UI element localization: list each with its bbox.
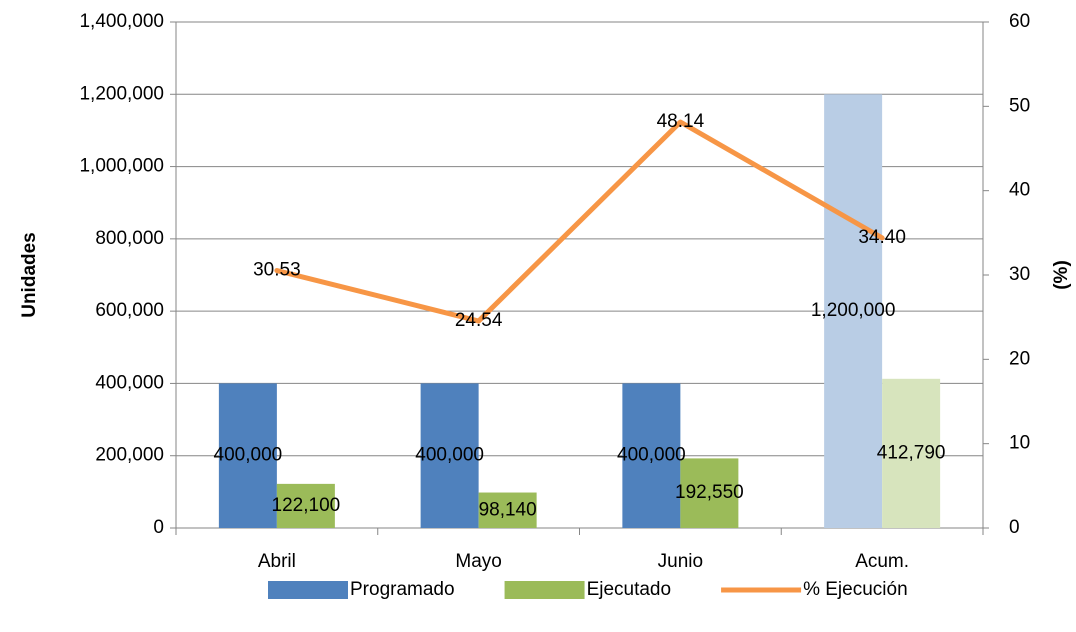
bar — [824, 94, 883, 529]
line-value-label: 48.14 — [657, 111, 705, 132]
y-tick-label: 1,200,000 — [79, 83, 164, 104]
y2-axis-label: (%) — [1051, 260, 1072, 290]
x-tick-label: Mayo — [455, 551, 501, 572]
legend-swatch — [268, 581, 348, 599]
bar-value-label: 1,200,000 — [811, 300, 896, 321]
y2-tick-label: 20 — [1009, 348, 1030, 369]
y-tick-label: 1,000,000 — [79, 156, 164, 177]
y-tick-label: 0 — [153, 517, 164, 538]
y-tick-label: 200,000 — [95, 445, 164, 466]
y-tick-label: 600,000 — [95, 300, 164, 321]
line-value-label: 30.53 — [253, 260, 301, 281]
y2-tick-label: 30 — [1009, 264, 1030, 285]
y-axis-label: Unidades — [19, 232, 40, 318]
bar — [882, 378, 941, 528]
y2-tick-label: 50 — [1009, 95, 1030, 116]
bar — [622, 383, 681, 528]
y2-tick-label: 0 — [1009, 517, 1020, 538]
bar-value-label: 122,100 — [272, 495, 341, 516]
x-tick-label: Acum. — [855, 551, 909, 572]
bar — [276, 483, 335, 528]
y2-tick-label: 40 — [1009, 180, 1030, 201]
legend-label: Programado — [350, 579, 455, 600]
bar-value-label: 400,000 — [214, 445, 283, 466]
y2-tick-label: 60 — [1009, 11, 1030, 32]
line — [274, 119, 885, 324]
line-value-label: 24.54 — [455, 310, 503, 331]
y-tick-label: 800,000 — [95, 228, 164, 249]
bar — [680, 458, 739, 528]
bar — [218, 383, 277, 528]
bar-value-label: 412,790 — [877, 442, 946, 463]
x-tick-label: Abril — [258, 551, 296, 572]
line-value-label: 34.40 — [858, 227, 906, 248]
y2-tick-label: 10 — [1009, 433, 1030, 454]
y-tick-label: 1,400,000 — [79, 11, 164, 32]
legend-swatch — [504, 581, 585, 599]
legend-label: % Ejecución — [803, 579, 908, 600]
x-tick-label: Junio — [658, 551, 703, 572]
bar-value-label: 98,140 — [479, 499, 537, 520]
bar — [478, 492, 537, 528]
bar-value-label: 400,000 — [415, 445, 484, 466]
bar-value-label: 192,550 — [675, 482, 744, 503]
bar — [420, 383, 479, 528]
y-tick-label: 400,000 — [95, 372, 164, 393]
legend-label: Ejecutado — [587, 579, 672, 600]
bar-value-label: 400,000 — [617, 445, 686, 466]
